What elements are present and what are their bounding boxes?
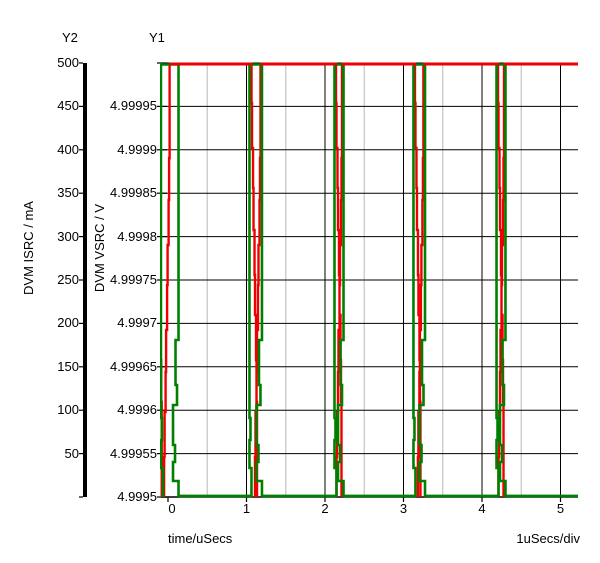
x-axis-label: time/uSecs [168, 531, 233, 546]
y2-tick: 100 [57, 402, 79, 418]
x-tick: 3 [399, 501, 408, 516]
y1-tick: 4.99965 [110, 358, 157, 374]
y1-tick: 4.99995 [110, 98, 157, 114]
y2-tick: 250 [57, 272, 79, 287]
y1-tick: 4.99975 [110, 272, 157, 287]
y1-tick: 4.99955 [110, 445, 157, 461]
y1-tick: 4.9996 [117, 402, 157, 418]
y2-tick: 200 [57, 315, 79, 331]
y1-tick: 4.9998 [117, 228, 157, 244]
y1-tick: 4.9995 [117, 489, 157, 504]
x-tick: 2 [321, 501, 329, 516]
green-trace-edges [160, 63, 507, 497]
y2-axis-title: Y2 [62, 30, 78, 45]
x-tick: 1 [242, 501, 251, 516]
x-tick: 4 [478, 501, 486, 516]
y2-tick: 400 [57, 141, 79, 157]
y2-tick: 350 [57, 185, 79, 201]
x-tick: 5 [556, 501, 565, 516]
x-tick: 0 [168, 501, 176, 516]
y2-tick: 150 [57, 358, 79, 374]
x-div-label: 1uSecs/div [516, 531, 580, 546]
y2-tick: 50 [64, 445, 79, 461]
y1-axis-title: Y1 [149, 30, 165, 45]
y2-axis-line [83, 63, 87, 497]
y1-tick: 4.9999 [117, 141, 157, 157]
y1-tick: 4.99985 [110, 185, 157, 201]
y1-tick: 4.9997 [117, 315, 157, 331]
red-trace-edges [160, 63, 506, 497]
y2-tick: 500 [57, 55, 79, 70]
y2-tick: 450 [57, 98, 79, 114]
y2-tick: 300 [57, 228, 79, 244]
